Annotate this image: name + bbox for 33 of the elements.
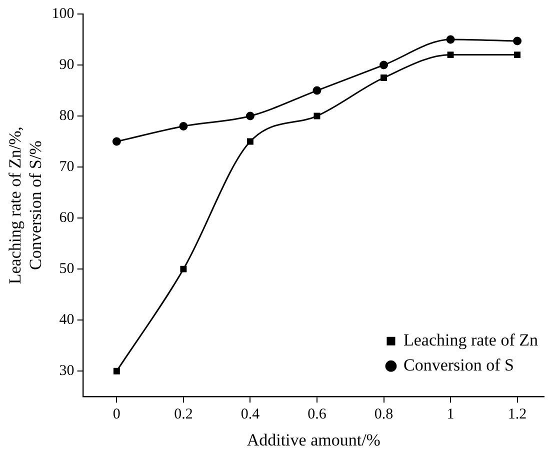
point xyxy=(380,60,388,70)
x-axis-title: Additive amount/% xyxy=(246,430,380,450)
point xyxy=(312,86,322,95)
y-tick-label: 30 xyxy=(59,363,74,380)
x-tick-label: 0.2 xyxy=(174,406,193,423)
y-tick-label: 60 xyxy=(59,210,74,226)
y-tick-label: 80 xyxy=(59,108,74,124)
legend-label: Leaching rate of Zn xyxy=(403,330,538,350)
y-tick-label: 70 xyxy=(59,158,74,175)
point xyxy=(514,52,521,58)
point xyxy=(113,368,120,374)
point xyxy=(513,36,522,46)
point xyxy=(246,112,254,120)
x-tick-label: 1 xyxy=(446,406,454,423)
point xyxy=(446,35,455,44)
y-tick-label: 90 xyxy=(59,56,74,73)
point xyxy=(314,112,320,120)
point xyxy=(112,137,121,146)
x-tick-label: 0.4 xyxy=(240,406,260,423)
y-tick-label: 40 xyxy=(59,312,74,328)
point xyxy=(179,122,188,130)
x-tick-label: 0 xyxy=(112,406,120,423)
x-tick-label: 0.8 xyxy=(374,406,394,423)
point xyxy=(447,52,454,58)
y-axis-title: Leaching rate of Zn/%, Conversion of S/% xyxy=(6,126,46,284)
point xyxy=(246,138,254,145)
legend-label: Conversion of S xyxy=(403,356,514,375)
x-tick-label: 1.2 xyxy=(508,406,527,423)
point xyxy=(180,266,187,272)
y-tick-label: 100 xyxy=(52,6,74,22)
y-tick-label: 50 xyxy=(59,261,74,278)
point xyxy=(380,74,387,81)
x-tick-label: 0.6 xyxy=(308,406,327,423)
